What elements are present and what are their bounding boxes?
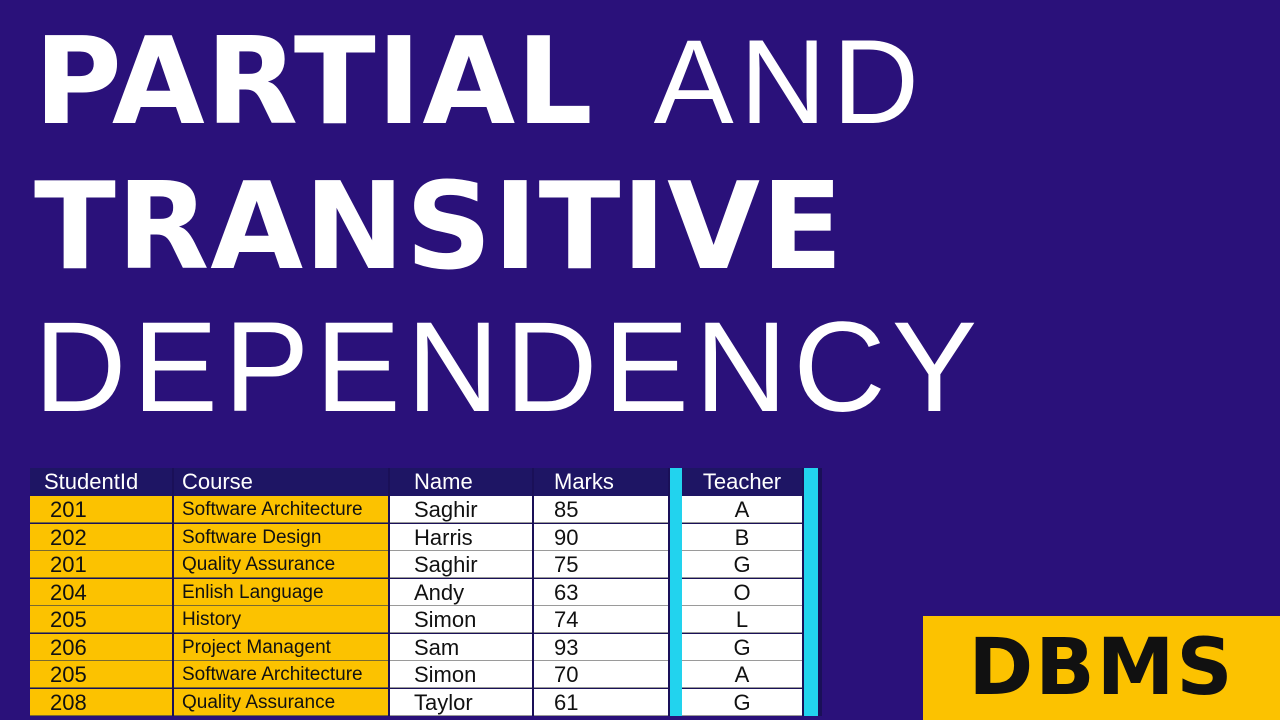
cell-teacher: L: [682, 606, 802, 633]
cell-teacher: O: [682, 578, 802, 606]
cell-studentid: 201: [30, 551, 172, 578]
cell-teacher: G: [682, 688, 802, 716]
title-dependency: DEPENDENCY: [34, 296, 984, 439]
header-marks: Marks: [534, 468, 668, 496]
header-name: Name: [390, 468, 532, 496]
cell-marks: 74: [534, 606, 668, 633]
cell-name: Simon: [390, 661, 532, 688]
cell-marks: 61: [534, 688, 668, 716]
cell-marks: 90: [534, 523, 668, 551]
cell-teacher: G: [682, 551, 802, 578]
cell-teacher: G: [682, 633, 802, 661]
cell-course: Quality Assurance: [174, 688, 388, 716]
cell-teacher: B: [682, 523, 802, 551]
cell-studentid: 208: [30, 688, 172, 716]
cell-studentid: 201: [30, 496, 172, 523]
cell-course: Software Architecture: [174, 661, 388, 688]
dbms-badge: DBMS: [923, 616, 1280, 720]
cell-teacher: A: [682, 661, 802, 688]
student-table: StudentId 201 202 201 204 205 206 205 208 Course S…: [30, 468, 822, 716]
header-course: Course: [174, 468, 388, 496]
cell-marks: 70: [534, 661, 668, 688]
cell-course: Project Managent: [174, 633, 388, 661]
title-transitive: TRANSITIVE: [34, 158, 844, 297]
cell-studentid: 202: [30, 523, 172, 551]
cell-marks: 85: [534, 496, 668, 523]
cell-course: Quality Assurance: [174, 551, 388, 578]
cell-teacher: A: [682, 496, 802, 523]
cell-name: Harris: [390, 523, 532, 551]
cell-name: Saghir: [390, 551, 532, 578]
header-teacher: Teacher: [682, 468, 802, 496]
cell-studentid: 205: [30, 661, 172, 688]
cell-course: Software Architecture: [174, 496, 388, 523]
title-line-1: PARTIAL AND: [34, 12, 925, 153]
cell-name: Sam: [390, 633, 532, 661]
teacher-left-marker: [670, 468, 682, 716]
cell-name: Taylor: [390, 688, 532, 716]
header-studentid: StudentId: [30, 468, 172, 496]
cell-course: Enlish Language: [174, 578, 388, 606]
cell-marks: 63: [534, 578, 668, 606]
cell-name: Saghir: [390, 496, 532, 523]
cell-name: Andy: [390, 578, 532, 606]
cell-name: Simon: [390, 606, 532, 633]
cell-course: History: [174, 606, 388, 633]
cell-marks: 93: [534, 633, 668, 661]
title-and: AND: [653, 15, 926, 149]
cell-marks: 75: [534, 551, 668, 578]
cell-studentid: 204: [30, 578, 172, 606]
teacher-right-marker: [804, 468, 818, 716]
cell-course: Software Design: [174, 523, 388, 551]
title-partial: PARTIAL: [34, 13, 594, 152]
cell-studentid: 206: [30, 633, 172, 661]
cell-studentid: 205: [30, 606, 172, 633]
